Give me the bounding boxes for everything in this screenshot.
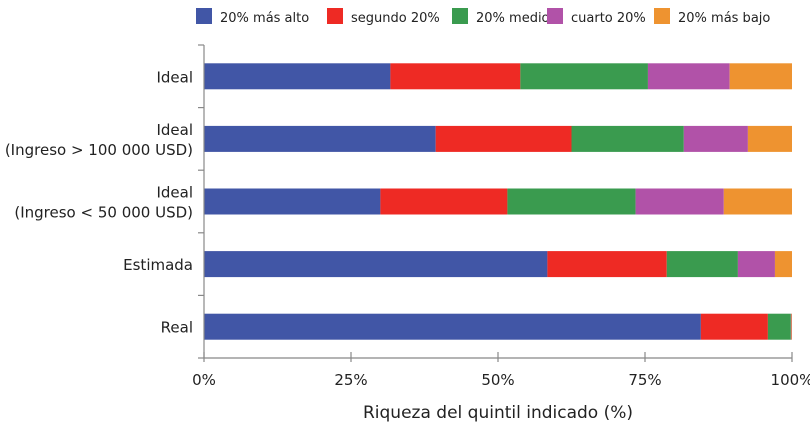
bar-segment bbox=[390, 63, 521, 90]
x-axis-label: Riqueza del quintil indicado (%) bbox=[363, 403, 633, 423]
legend-label: segundo 20% bbox=[351, 11, 440, 26]
bar-segment bbox=[204, 251, 548, 278]
category-label: Ideal bbox=[156, 68, 193, 86]
legend-swatch bbox=[196, 8, 212, 24]
bar-segment bbox=[683, 125, 748, 152]
category-label: Estimada bbox=[123, 256, 193, 274]
bar-segment bbox=[204, 63, 391, 90]
bar-segment bbox=[507, 188, 636, 215]
bar-segment bbox=[435, 125, 572, 152]
bar-segment bbox=[747, 125, 792, 152]
x-tick-label: 100% bbox=[771, 371, 810, 389]
category-label: (Ingreso < 50 000 USD) bbox=[14, 204, 193, 222]
legend-label: 20% más bajo bbox=[678, 11, 770, 26]
bar-segment bbox=[571, 125, 684, 152]
legend-swatch bbox=[452, 8, 468, 24]
bar-segment bbox=[204, 125, 436, 152]
legend-swatch bbox=[547, 8, 563, 24]
legend-label: cuarto 20% bbox=[571, 11, 646, 26]
legend-swatch bbox=[654, 8, 670, 24]
x-tick-label: 0% bbox=[192, 371, 216, 389]
bar-segment bbox=[520, 63, 648, 90]
category-label: Ideal bbox=[156, 121, 193, 139]
bar-segment bbox=[647, 63, 730, 90]
x-tick-label: 75% bbox=[628, 371, 661, 389]
bar-segment bbox=[635, 188, 724, 215]
legend-label: 20% más alto bbox=[220, 11, 309, 26]
bar-segment bbox=[737, 251, 775, 278]
bar-segment bbox=[700, 313, 768, 340]
legend-label: 20% medio bbox=[476, 11, 550, 26]
legend-swatch bbox=[327, 8, 343, 24]
bar-segment bbox=[791, 313, 792, 340]
x-tick-label: 50% bbox=[481, 371, 514, 389]
bar-segment bbox=[666, 251, 738, 278]
category-label: Real bbox=[161, 319, 193, 337]
category-label: (Ingreso > 100 000 USD) bbox=[5, 141, 193, 159]
bar-segment bbox=[729, 63, 792, 90]
bar-segment bbox=[767, 313, 791, 340]
bar-segment bbox=[204, 313, 701, 340]
bar-segment bbox=[774, 251, 792, 278]
category-label: Ideal bbox=[156, 184, 193, 202]
x-tick-label: 25% bbox=[334, 371, 367, 389]
bar-segment bbox=[547, 251, 667, 278]
bar-segment bbox=[204, 188, 381, 215]
bar-segment bbox=[790, 313, 792, 340]
bar-segment bbox=[723, 188, 792, 215]
bar-segment bbox=[380, 188, 508, 215]
